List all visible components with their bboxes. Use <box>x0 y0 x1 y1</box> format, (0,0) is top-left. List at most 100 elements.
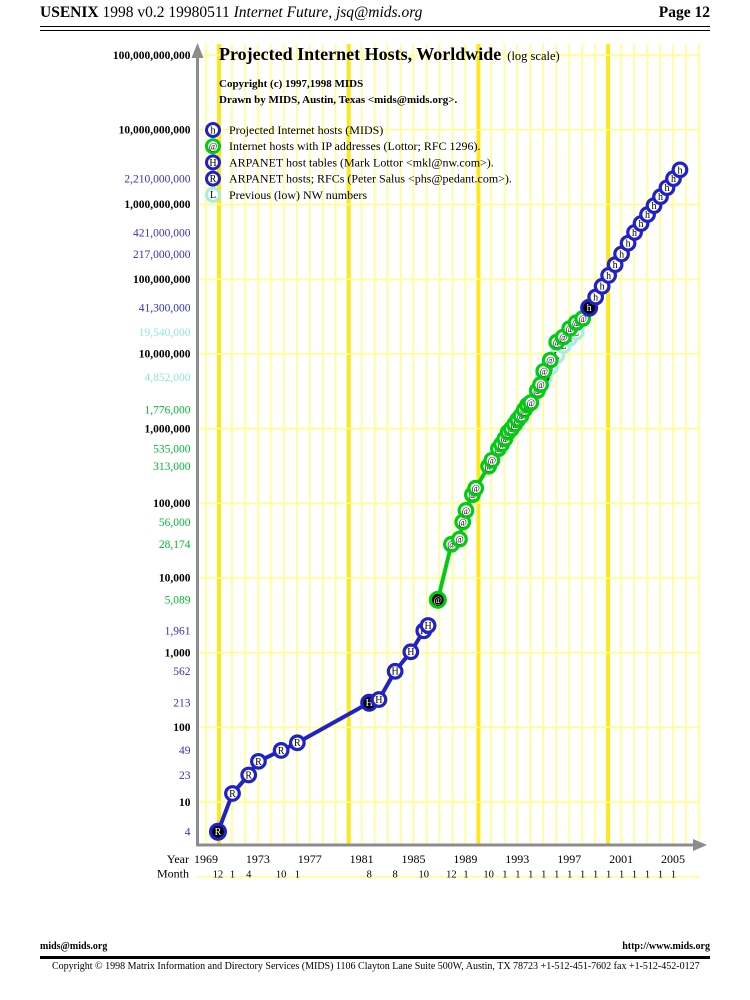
y-axis-arrow-icon <box>191 43 204 58</box>
chart-title: Projected Internet Hosts, Worldwide (log … <box>219 44 560 64</box>
x-year-label: 1981 <box>350 852 374 866</box>
x-month-label: 1 <box>671 870 676 881</box>
x-month-label: 1 <box>528 870 533 881</box>
legend-marker-@ <box>205 138 221 155</box>
y-axis-label: 1,961 <box>165 626 191 638</box>
x-month-label: 12 <box>446 870 457 881</box>
legend-label-H: ARPANET host tables (Mark Lottor <mkl@nw… <box>229 155 494 169</box>
x-month-label: 1 <box>593 870 598 881</box>
y-axis-label: 2,210,000,000 <box>124 173 190 185</box>
legend-marker-letter: L <box>210 190 216 201</box>
data-point-letter: h <box>664 183 669 194</box>
data-point-letter: R <box>215 827 222 838</box>
data-point-letter: R <box>294 738 301 749</box>
data-point-letter: h <box>658 192 663 203</box>
x-axis-month-caption: Month <box>157 867 189 881</box>
data-point-R <box>224 785 241 802</box>
x-month-label: 10 <box>276 870 287 881</box>
data-point-letter: @ <box>559 333 567 343</box>
header-left: USENIX 1998 v0.2 19980511 Internet Futur… <box>40 2 422 24</box>
legend-marker-R <box>205 170 221 187</box>
data-point-H <box>370 691 388 708</box>
data-point-H <box>419 617 437 634</box>
data-point-letter: h <box>606 271 611 282</box>
y-axis-label: 217,000,000 <box>133 249 191 261</box>
y-axis-label: 56,000 <box>159 517 191 529</box>
legend-marker-H <box>205 154 221 171</box>
x-month-label: 4 <box>246 870 252 881</box>
y-axis-label: 10,000,000,000 <box>119 125 191 137</box>
x-month-label: 1 <box>632 870 637 881</box>
data-point-letter: R <box>245 770 252 781</box>
data-point-letter: H <box>375 695 382 706</box>
data-point-R <box>288 734 306 752</box>
data-point-letter: h <box>652 201 657 212</box>
x-year-label: 1989 <box>453 852 477 866</box>
data-point-letter: h <box>613 260 618 271</box>
x-month-label: 1 <box>295 870 300 881</box>
x-year-label: 1993 <box>505 852 529 866</box>
legend-label-L: Previous (low) NW numbers <box>229 188 367 202</box>
data-point-R <box>250 752 267 770</box>
footer-rule <box>40 956 710 959</box>
x-month-label: 1 <box>554 870 559 881</box>
legend-marker-letter: H <box>209 158 216 169</box>
data-point-@ <box>541 351 559 369</box>
x-month-label: 1 <box>580 870 585 881</box>
y-axis-label: 421,000,000 <box>133 227 191 239</box>
data-point-@ <box>457 502 475 519</box>
header-version: 1998 v0.2 19980511 <box>98 4 234 21</box>
data-point-letter: h <box>677 165 682 176</box>
x-month-label: 8 <box>367 870 372 881</box>
x-month-label: 1 <box>658 870 663 881</box>
x-month-label: 1 <box>515 870 520 881</box>
data-point-letter: @ <box>536 380 544 390</box>
y-axis-label: 535,000 <box>153 444 191 456</box>
data-point-H <box>386 662 404 680</box>
data-point-letter: h <box>600 282 605 293</box>
data-point-letter: h <box>626 239 631 250</box>
chart-copyright-line1: Copyright (c) 1997,1998 MIDS <box>219 78 363 90</box>
data-point-R <box>272 742 290 759</box>
x-month-label: 1 <box>645 870 650 881</box>
legend-label-h: Projected Internet hosts (MIDS) <box>229 123 383 137</box>
data-point-letter: H <box>407 647 414 658</box>
legend-marker-letter: @ <box>209 142 217 152</box>
y-axis-label: 23 <box>179 770 191 782</box>
x-year-label: 2001 <box>609 852 633 866</box>
data-point-letter: h <box>671 174 676 185</box>
data-point-R <box>208 822 227 841</box>
legend-marker-h <box>205 122 221 138</box>
legend-label-@: Internet hosts with IP addresses (Lottor… <box>229 139 481 153</box>
data-point-letter: h <box>587 303 592 314</box>
x-year-label: 1977 <box>298 852 322 866</box>
x-month-label: 1 <box>606 870 611 881</box>
x-month-label: 1 <box>567 870 572 881</box>
data-point-letter: @ <box>579 314 587 324</box>
data-point-letter: H <box>392 667 399 678</box>
y-axis-label: 100 <box>173 722 191 734</box>
data-point-letter: h <box>593 292 598 303</box>
data-point-letter: @ <box>434 595 442 605</box>
x-axis-arrow-icon <box>693 839 707 851</box>
footer-url: http://www.mids.org <box>622 941 710 952</box>
y-axis-label: 19,540,000 <box>139 327 191 339</box>
data-point-letter: @ <box>540 367 548 377</box>
footer-copyright: Copyright © 1998 Matrix Information and … <box>52 961 700 972</box>
data-point-letter: @ <box>455 535 463 545</box>
data-point-@ <box>451 530 468 548</box>
y-axis-label: 100,000,000 <box>133 274 191 286</box>
data-point-letter: @ <box>566 324 574 334</box>
y-axis-label: 562 <box>173 666 191 678</box>
x-axis-year-caption: Year <box>167 852 189 866</box>
y-axis-label: 10,000,000 <box>139 349 191 361</box>
x-month-label: 12 <box>213 870 224 881</box>
data-point-letter: @ <box>462 506 470 516</box>
y-axis-label: 4,852,000 <box>145 372 191 384</box>
data-point-h <box>671 161 689 179</box>
legend-marker-L <box>205 186 221 203</box>
data-point-letter: H <box>366 698 373 709</box>
data-point-letter: R <box>229 789 236 800</box>
page-header: USENIX 1998 v0.2 19980511 Internet Futur… <box>40 2 710 24</box>
